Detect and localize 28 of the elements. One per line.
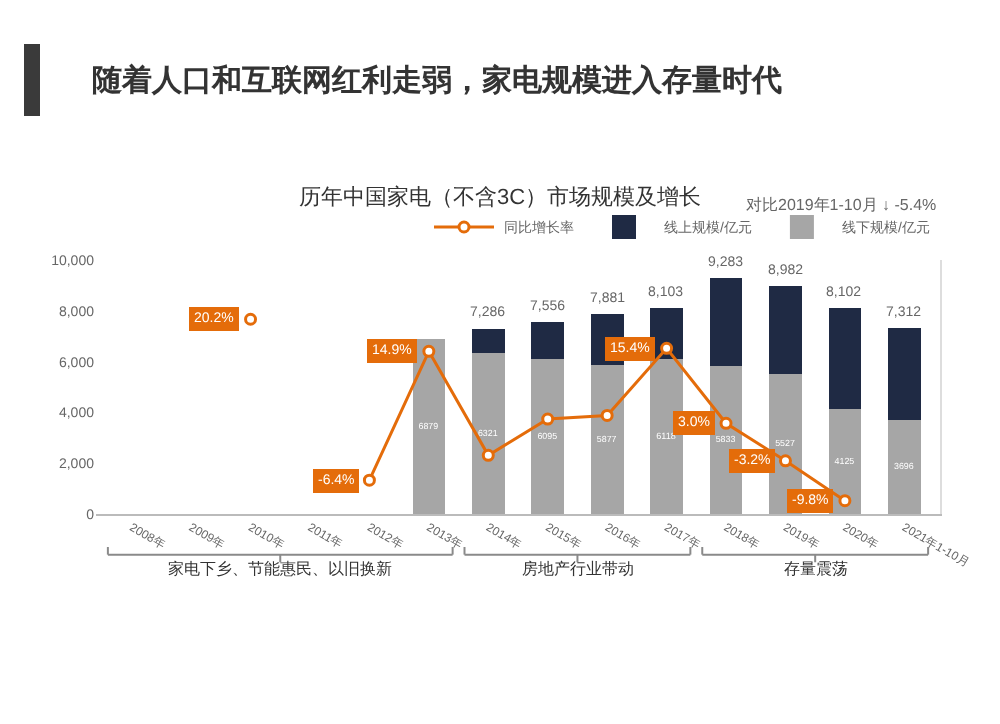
point xyxy=(422,344,436,358)
point xyxy=(481,448,495,462)
text: 家电下乡、节能惠民、以旧换新 xyxy=(168,560,392,578)
point xyxy=(778,454,792,468)
bar xyxy=(412,339,446,514)
point xyxy=(600,408,614,422)
bar xyxy=(531,359,565,514)
bar xyxy=(471,353,505,514)
point xyxy=(362,473,376,487)
point xyxy=(244,312,258,326)
point xyxy=(719,416,733,430)
text: 存量震荡 xyxy=(784,560,848,578)
text: 对比2019年1-10月 ↓ -5.4% xyxy=(746,196,937,214)
point xyxy=(541,412,555,426)
bar xyxy=(769,285,802,374)
chart-title: 随着人口和互联网红利走弱，家电规模进入存量时代 xyxy=(92,61,782,99)
text: 房地产行业带动 xyxy=(522,560,634,578)
bar xyxy=(590,364,624,514)
bar xyxy=(471,328,505,354)
bar xyxy=(709,278,743,366)
point xyxy=(838,494,852,508)
chart-subtitle: 历年中国家电（不含3C）市场规模及增长 xyxy=(298,183,702,210)
bar xyxy=(531,322,565,360)
bar xyxy=(888,328,921,421)
bar xyxy=(828,409,862,514)
point xyxy=(660,341,674,355)
bar xyxy=(828,308,862,410)
bar xyxy=(888,420,921,514)
